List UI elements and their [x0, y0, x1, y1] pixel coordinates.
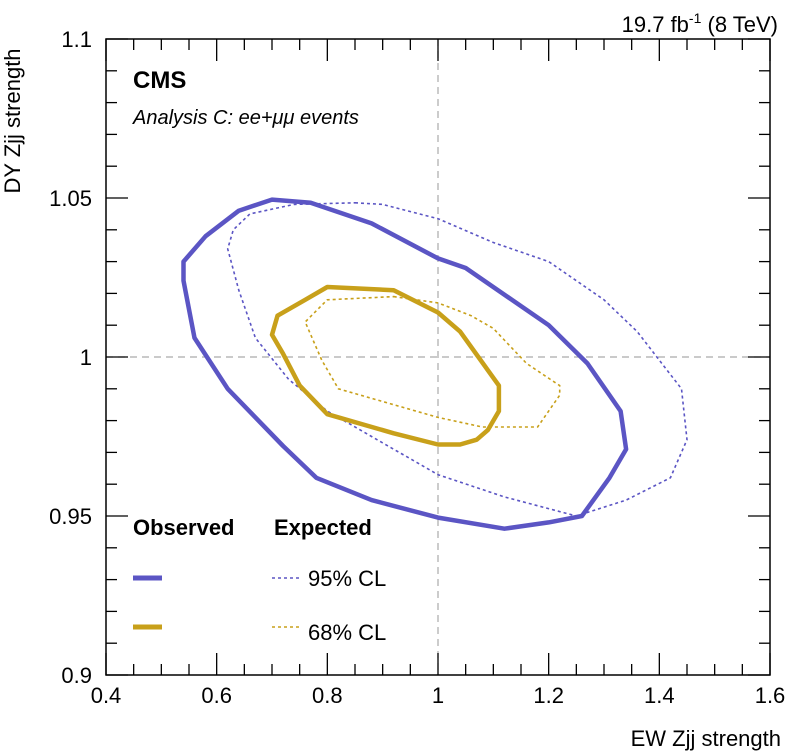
x-tick-label: 0.4	[91, 683, 122, 708]
legend-label-95: 95% CL	[308, 566, 386, 591]
legend-expected-header: Expected	[274, 515, 372, 540]
y-tick-label: 1.1	[61, 27, 92, 52]
y-tick-label: 0.9	[61, 663, 92, 688]
contour-observed-95-cl	[181, 197, 629, 531]
contour-expected-68-cl	[304, 295, 561, 428]
y-axis-title: DY Zjj strength	[0, 48, 25, 193]
x-tick-label: 1	[432, 683, 444, 708]
x-tick-label: 1.6	[755, 683, 786, 708]
y-tick-label: 1	[80, 345, 92, 370]
y-tick-label: 1.05	[49, 186, 92, 211]
luminosity-label: 19.7 fb-1 (8 TeV)	[622, 10, 778, 37]
axis-ticks: 0.4 0.6 0.8 1 1.2 1.4 1.6 0.9 0.95 1 1.05 1.1	[49, 27, 785, 708]
x-tick-label: 1.4	[644, 683, 675, 708]
x-tick-label: 0.8	[312, 683, 343, 708]
x-tick-label: 1.2	[533, 683, 564, 708]
reference-lines	[106, 39, 770, 675]
contour-expected-95-cl	[226, 202, 688, 517]
contour-observed-68-cl	[269, 284, 502, 447]
legend-label-68: 68% CL	[308, 620, 386, 645]
x-tick-label: 0.6	[201, 683, 232, 708]
x-axis-title: EW Zjj strength	[631, 726, 781, 751]
y-tick-label: 0.95	[49, 504, 92, 529]
analysis-label: Analysis C: ee+μμ events	[132, 107, 359, 129]
contour-group	[181, 197, 688, 531]
experiment-label: CMS	[133, 67, 186, 94]
legend-observed-header: Observed	[133, 515, 235, 540]
legend: Observed Expected 95% CL 68% CL	[133, 515, 386, 645]
